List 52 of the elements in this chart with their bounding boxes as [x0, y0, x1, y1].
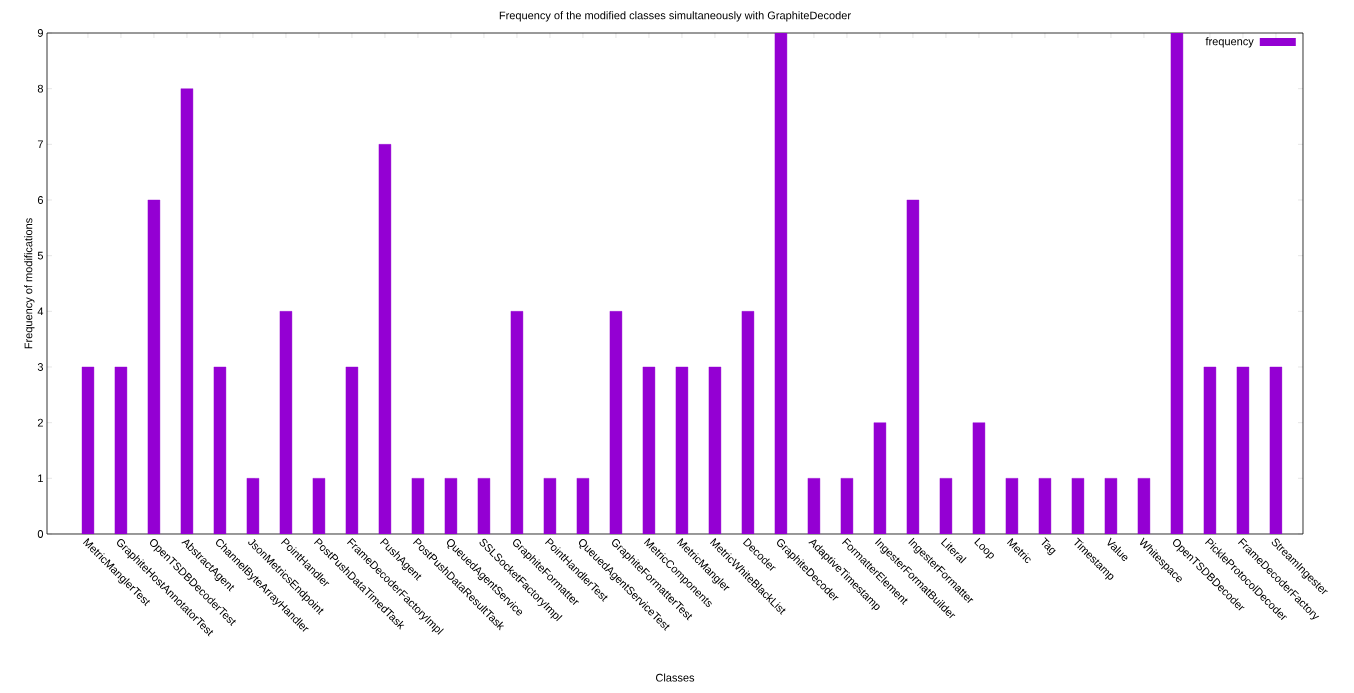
bar — [81, 366, 95, 534]
y-tick-label: 5 — [37, 251, 44, 260]
y-tick-label: 7 — [37, 140, 43, 149]
bar — [114, 366, 128, 534]
bar — [444, 478, 458, 534]
bar — [345, 366, 359, 534]
bar — [609, 311, 623, 534]
bar — [1104, 478, 1118, 534]
bar — [708, 366, 722, 534]
bar — [972, 422, 986, 534]
bar — [741, 311, 755, 534]
bar — [1269, 366, 1283, 534]
bar — [543, 478, 557, 534]
bar — [873, 422, 887, 534]
y-tick-label: 8 — [37, 84, 43, 93]
y-tick-label: 1 — [38, 474, 43, 483]
x-axis-title: Classes — [656, 673, 695, 682]
bar — [840, 478, 854, 534]
bar — [939, 478, 953, 534]
y-tick-label: 6 — [37, 196, 43, 204]
bar — [1236, 366, 1250, 534]
bar — [1203, 366, 1217, 534]
bar — [1038, 478, 1052, 534]
bar — [246, 478, 260, 534]
x-tick-label: Tag — [1041, 537, 1056, 556]
bar — [1137, 478, 1151, 534]
y-tick-label: 4 — [37, 307, 44, 316]
bar — [675, 366, 689, 534]
bar — [180, 88, 194, 534]
bar — [906, 199, 920, 534]
bar — [147, 199, 161, 534]
bar — [378, 144, 392, 534]
y-tick-label: 0 — [37, 530, 44, 538]
y-tick-label: 9 — [37, 29, 43, 37]
bar — [807, 478, 821, 534]
bar — [1005, 478, 1019, 534]
bar — [642, 366, 656, 534]
y-tick-label: 2 — [37, 418, 43, 427]
bar — [312, 478, 326, 534]
bar — [411, 478, 425, 534]
text: frequency — [1205, 37, 1254, 48]
bar — [576, 478, 590, 534]
y-tick-label: 3 — [37, 363, 43, 371]
bar — [1071, 478, 1085, 534]
bar — [213, 366, 227, 534]
bar — [279, 311, 293, 534]
bar — [1170, 33, 1184, 534]
bar — [774, 33, 788, 534]
bar — [477, 478, 491, 534]
bar — [510, 311, 524, 534]
y-axis-title: Frequency of modifications — [24, 218, 35, 349]
chart-title: Frequency of the modified classes simultaneously with GraphiteDecoder — [499, 11, 851, 22]
